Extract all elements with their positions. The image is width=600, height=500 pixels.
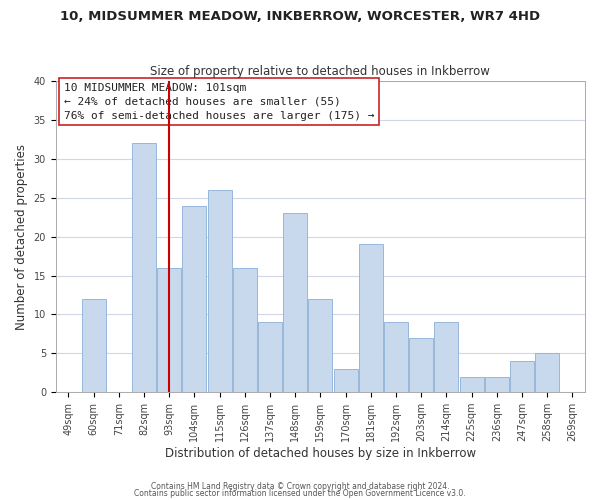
Bar xyxy=(409,338,433,392)
X-axis label: Distribution of detached houses by size in Inkberrow: Distribution of detached houses by size … xyxy=(165,447,476,460)
Bar xyxy=(132,144,156,392)
Bar xyxy=(535,354,559,392)
Bar xyxy=(334,369,358,392)
Bar xyxy=(233,268,257,392)
Bar xyxy=(359,244,383,392)
Bar xyxy=(485,376,509,392)
Bar xyxy=(308,299,332,392)
Bar xyxy=(384,322,408,392)
Text: Contains public sector information licensed under the Open Government Licence v3: Contains public sector information licen… xyxy=(134,488,466,498)
Bar xyxy=(510,361,534,392)
Bar xyxy=(434,322,458,392)
Text: 10 MIDSUMMER MEADOW: 101sqm
← 24% of detached houses are smaller (55)
76% of sem: 10 MIDSUMMER MEADOW: 101sqm ← 24% of det… xyxy=(64,82,374,120)
Bar xyxy=(82,299,106,392)
Bar xyxy=(283,214,307,392)
Y-axis label: Number of detached properties: Number of detached properties xyxy=(15,144,28,330)
Bar xyxy=(182,206,206,392)
Bar xyxy=(157,268,181,392)
Text: 10, MIDSUMMER MEADOW, INKBERROW, WORCESTER, WR7 4HD: 10, MIDSUMMER MEADOW, INKBERROW, WORCEST… xyxy=(60,10,540,23)
Bar xyxy=(258,322,282,392)
Title: Size of property relative to detached houses in Inkberrow: Size of property relative to detached ho… xyxy=(151,66,490,78)
Bar xyxy=(460,376,484,392)
Text: Contains HM Land Registry data © Crown copyright and database right 2024.: Contains HM Land Registry data © Crown c… xyxy=(151,482,449,491)
Bar xyxy=(208,190,232,392)
